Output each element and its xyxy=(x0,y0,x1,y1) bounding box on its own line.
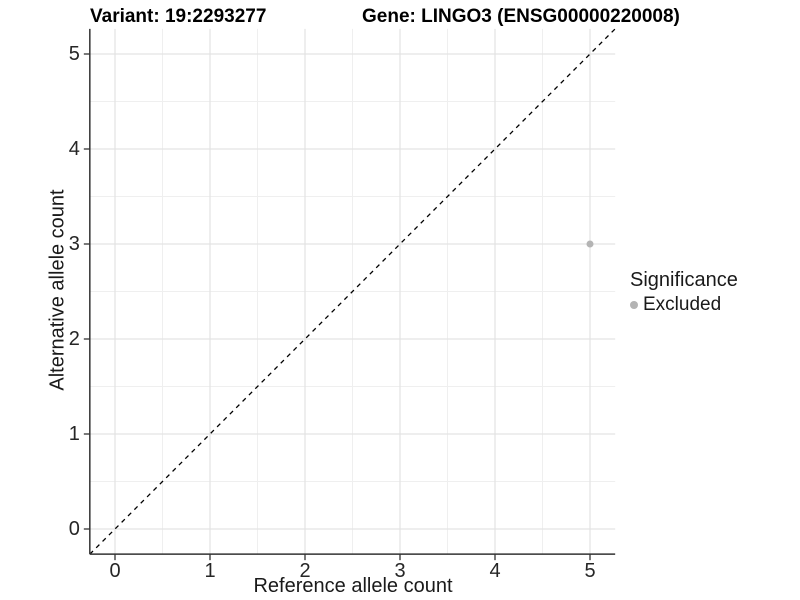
y-axis-title: Alternative allele count xyxy=(46,189,69,391)
legend-item-excluded: Excluded xyxy=(630,294,738,316)
y-tick-label: 4 xyxy=(68,138,80,160)
x-tick-label: 0 xyxy=(109,560,121,583)
x-tick-label: 2 xyxy=(299,560,311,583)
y-tick-label: 1 xyxy=(68,423,80,445)
data-point xyxy=(586,240,594,248)
x-axis-title: Reference allele count xyxy=(253,575,453,597)
x-tick-label: 1 xyxy=(204,560,216,583)
y-tick-label: 3 xyxy=(68,233,80,255)
legend-point-swatch-icon xyxy=(630,301,638,309)
identity-dashed-line xyxy=(89,28,616,555)
y-tick-label: 0 xyxy=(68,518,80,540)
x-tick-label: 3 xyxy=(394,560,406,583)
x-tick-label: 4 xyxy=(489,560,501,583)
legend-item-label: Excluded xyxy=(643,294,722,315)
x-tick-label: 5 xyxy=(584,560,596,583)
legend: Significance Excluded xyxy=(630,269,738,316)
y-tick-label: 2 xyxy=(68,328,80,350)
plot-title-gene: Gene: LINGO3 (ENSG00000220008) xyxy=(362,6,680,27)
legend-title: Significance xyxy=(630,269,738,291)
plot-title-variant: Variant: 19:2293277 xyxy=(90,6,267,27)
y-tick-label: 5 xyxy=(68,43,80,65)
